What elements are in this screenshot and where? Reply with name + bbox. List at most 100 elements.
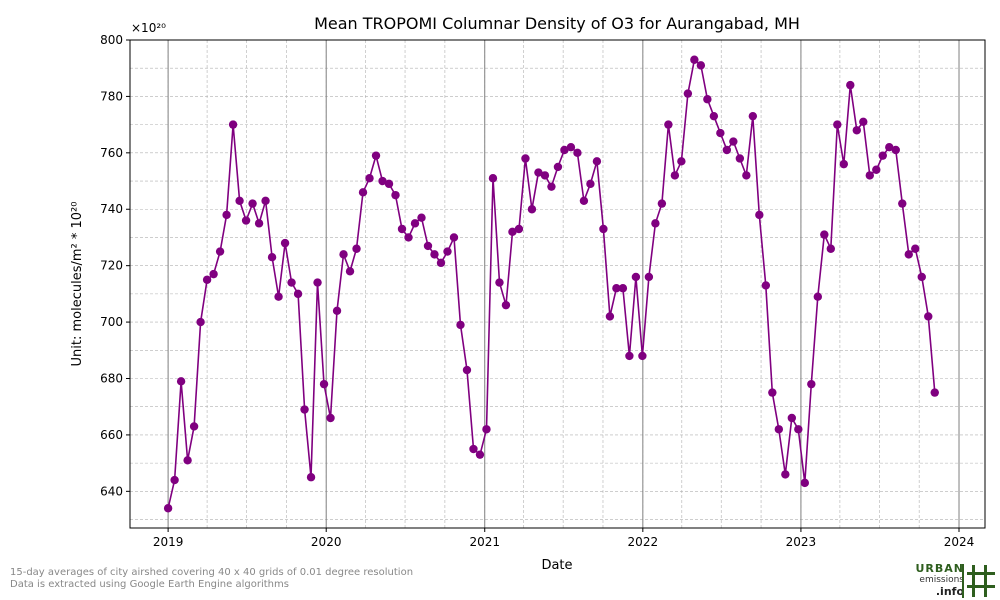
- data-point: [306, 473, 316, 482]
- x-tick-label: 2023: [786, 535, 817, 549]
- data-point: [436, 258, 446, 268]
- series-line: [167, 58, 936, 509]
- data-point: [449, 233, 459, 242]
- horizontal-gridlines: [130, 39, 985, 520]
- x-tick-label: 2019: [153, 535, 184, 549]
- y-tick-label: 680: [100, 371, 123, 385]
- data-point: [703, 95, 712, 104]
- data-point: [410, 219, 420, 228]
- data-point: [189, 422, 199, 431]
- data-point: [280, 238, 290, 248]
- hash-grid-icon: [962, 564, 995, 598]
- data-point: [709, 111, 719, 121]
- data-point: [904, 250, 913, 259]
- data-point: [475, 450, 485, 459]
- series-markers: [163, 55, 939, 513]
- data-point: [384, 179, 394, 189]
- data-point: [560, 145, 569, 155]
- data-point: [859, 117, 868, 127]
- data-point: [183, 456, 192, 465]
- data-point: [924, 312, 933, 321]
- data-point: [787, 413, 797, 423]
- logo-line-2: emissions: [919, 575, 964, 585]
- data-point: [371, 151, 381, 160]
- data-point: [644, 272, 654, 282]
- data-point: [807, 379, 816, 389]
- data-point: [378, 176, 387, 186]
- data-point: [800, 478, 810, 488]
- data-point: [358, 188, 368, 197]
- data-point: [261, 196, 270, 205]
- data-point: [664, 120, 673, 129]
- x-tick-label: 2022: [628, 535, 659, 549]
- data-point: [742, 171, 751, 180]
- data-point: [748, 111, 758, 121]
- data-point: [176, 377, 186, 386]
- data-point: [332, 306, 342, 315]
- data-point: [287, 278, 296, 287]
- data-point: [930, 388, 939, 397]
- y-scale-note: ×10²⁰: [131, 21, 166, 35]
- data-point: [625, 351, 634, 361]
- x-tick-label: 2021: [469, 535, 500, 549]
- data-point: [514, 224, 524, 234]
- data-point: [631, 272, 641, 282]
- data-point: [241, 216, 251, 225]
- data-point: [638, 351, 647, 361]
- data-point: [878, 151, 887, 160]
- data-point: [677, 157, 686, 166]
- y-tick-label: 800: [100, 33, 123, 47]
- data-point: [430, 250, 439, 259]
- x-tick-label: 2020: [311, 535, 342, 549]
- data-point: [872, 165, 881, 174]
- data-point: [293, 289, 303, 299]
- data-point: [865, 171, 874, 180]
- data-point: [365, 174, 374, 183]
- data-point: [690, 55, 699, 64]
- data-point: [657, 199, 667, 208]
- data-point: [488, 174, 498, 183]
- data-point: [846, 80, 855, 90]
- data-point: [566, 142, 576, 152]
- data-point: [521, 154, 530, 163]
- data-point: [839, 159, 848, 169]
- data-point: [579, 196, 589, 205]
- data-point: [573, 148, 582, 158]
- data-point: [508, 227, 517, 237]
- data-point: [534, 168, 543, 177]
- x-tick-label: 2024: [944, 535, 975, 549]
- data-point: [586, 179, 595, 189]
- data-point: [794, 425, 803, 434]
- data-point: [612, 284, 621, 293]
- data-point: [833, 120, 842, 129]
- data-point: [163, 504, 173, 513]
- data-point: [599, 224, 608, 234]
- data-point: [774, 425, 784, 434]
- data-point: [482, 425, 491, 434]
- y-tick-label: 760: [100, 146, 123, 160]
- x-axis-label: Date: [541, 558, 572, 573]
- data-point: [417, 213, 426, 222]
- data-point: [527, 205, 537, 214]
- data-point: [423, 241, 433, 251]
- y-axis-ticks: 640 660 680 700 720 740 760 780 800: [100, 33, 130, 498]
- data-point: [352, 244, 361, 253]
- data-point: [345, 267, 355, 276]
- vertical-gridlines: [167, 40, 960, 528]
- plot-frame: [129, 39, 986, 529]
- data-point: [274, 292, 283, 301]
- x-axis-ticks: 2019 2020 2021 2022 2023 2024: [153, 528, 974, 549]
- data-point: [228, 120, 238, 129]
- data-point: [768, 388, 777, 397]
- y-tick-label: 740: [100, 202, 123, 216]
- data-point: [683, 89, 693, 98]
- data-point: [547, 182, 556, 191]
- data-point: [781, 470, 790, 479]
- data-point: [898, 199, 907, 208]
- data-point: [885, 142, 894, 152]
- data-point: [495, 278, 504, 287]
- data-point: [391, 190, 400, 200]
- logo-line-3: .info: [935, 585, 964, 598]
- data-point: [605, 312, 615, 321]
